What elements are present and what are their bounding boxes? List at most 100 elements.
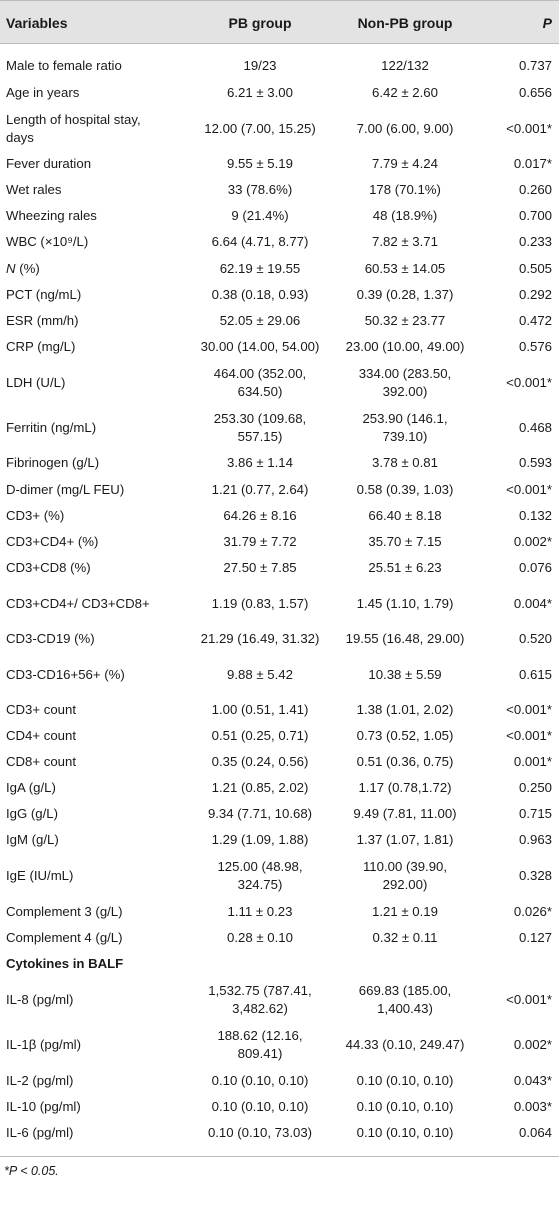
pb-group-cell-text: 62.19 ± 19.55 (219, 260, 301, 276)
p-value-cell-text: 0.002* (513, 534, 552, 549)
pb-group-cell-text: 6.64 (4.71, 8.77) (211, 234, 309, 249)
variable-cell-text: N (%) (6, 260, 40, 276)
p-value-cell: 0.737 (486, 53, 552, 79)
p-value-cell: 0.615 (486, 652, 552, 697)
non-pb-group-cell-text: 0.51 (0.36, 0.75) (356, 754, 454, 769)
non-pb-group-cell-text: 44.33 (0.10, 249.47) (345, 1037, 465, 1052)
non-pb-group-cell: 0.10 (0.10, 0.10) (325, 1120, 485, 1146)
non-pb-group-cell: 66.40 ± 8.18 (325, 503, 485, 529)
variable-cell: IL-10 (pg/ml) (6, 1094, 186, 1120)
variable-cell: Fever duration (6, 151, 186, 177)
p-value-cell-text: <0.001* (506, 481, 552, 497)
pb-group-cell: 0.28 ± 0.10 (190, 925, 330, 951)
non-pb-group-cell-text: 19.55 (16.48, 29.00) (345, 631, 465, 646)
pb-group-cell: 0.10 (0.10, 0.10) (190, 1094, 330, 1120)
pb-group-cell-text: 33 (78.6%) (227, 182, 293, 197)
non-pb-group-cell-text: 7.82 ± 3.71 (372, 234, 438, 249)
pb-group-cell-text: 125.00 (48.98, 324.75) (217, 858, 303, 892)
variable-cell-text: Complement 4 (g/L) (6, 930, 123, 945)
pb-group-cell: 464.00 (352.00, 634.50) (190, 360, 330, 405)
p-value-cell: 0.656 (486, 80, 552, 106)
table-row: LDH (U/L) 464.00 (352.00, 634.50) 334.00 (… (0, 360, 559, 405)
variable-cell-text: Age in years (6, 85, 80, 100)
p-value-cell-text: 0.576 (518, 339, 552, 354)
pb-group-cell-text: 52.05 ± 29.06 (219, 313, 301, 328)
variable-cell-text: D-dimer (mg/L FEU) (6, 481, 125, 497)
non-pb-group-cell: 334.00 (283.50, 392.00) (325, 360, 485, 405)
non-pb-group-cell-text: 1.45 (1.10, 1.79) (356, 595, 454, 611)
variable-cell: CRP (mg/L) (6, 334, 186, 360)
variable-cell-text: Male to female ratio (6, 58, 122, 73)
non-pb-group-cell-text: 0.39 (0.28, 1.37) (356, 287, 454, 302)
table-row: WBC (×10⁹/L) 6.64 (4.71, 8.77) 7.82 ± 3.71… (0, 229, 559, 255)
variable-cell: Wet rales (6, 177, 186, 203)
non-pb-group-cell-text: 669.83 (185.00, 1,400.43) (358, 982, 452, 1016)
header-variables: Variables (6, 15, 68, 31)
non-pb-group-cell-text: 25.51 ± 6.23 (368, 560, 442, 575)
table-row: IgA (g/L) 1.21 (0.85, 2.02) 1.17 (0.78,1.7… (0, 775, 559, 801)
p-value-cell: 0.026* (486, 898, 552, 925)
variable-cell-text: CD3+ (%) (6, 508, 65, 523)
pb-group-cell: 1.21 (0.77, 2.64) (190, 476, 330, 503)
table-row: Wheezing rales 9 (21.4%) 48 (18.9%) 0.700 (0, 203, 559, 229)
variable-cell: Complement 3 (g/L) (6, 898, 186, 925)
table-row: Male to female ratio 19/23 122/132 0.737 (0, 53, 559, 79)
p-value-cell: 0.001* (486, 749, 552, 775)
variable-cell-text: CD4+ count (6, 728, 77, 743)
table-row: D-dimer (mg/L FEU) 1.21 (0.77, 2.64) 0.58 … (0, 476, 559, 503)
table-row: CD8+ count 0.35 (0.24, 0.56) 0.51 (0.36, 0… (0, 749, 559, 775)
p-value-cell-text: 0.505 (518, 260, 552, 276)
non-pb-group-cell: 0.51 (0.36, 0.75) (325, 749, 485, 775)
variable-cell: Cytokines in BALF (6, 951, 186, 977)
p-value-cell: 0.292 (486, 282, 552, 308)
pb-group-cell-text: 1.11 ± 0.23 (227, 903, 293, 919)
variable-cell-text: CD8+ count (6, 754, 77, 769)
variable-cell: Fibrinogen (g/L) (6, 450, 186, 476)
variable-cell: IgM (g/L) (6, 827, 186, 853)
variable-cell-text: IgG (g/L) (6, 806, 59, 821)
pb-group-cell: 64.26 ± 8.16 (190, 503, 330, 529)
variable-cell: Wheezing rales (6, 203, 186, 229)
p-value-cell-text: 0.026* (513, 903, 552, 919)
pb-group-cell: 27.50 ± 7.85 (190, 555, 330, 581)
pb-group-cell: 188.62 (12.16, 809.41) (190, 1022, 330, 1068)
p-value-cell: 0.472 (486, 308, 552, 334)
non-pb-group-cell: 1.45 (1.10, 1.79) (325, 581, 485, 626)
variable-cell-text: CD3-CD16+56+ (%) (6, 666, 125, 682)
p-value-cell-text: 0.292 (518, 287, 552, 302)
p-value-cell-text: 0.468 (518, 419, 552, 435)
pb-group-cell-text: 6.21 ± 3.00 (227, 85, 293, 100)
p-value-cell: 0.260 (486, 177, 552, 203)
p-value-cell-text: 0.004* (513, 595, 552, 611)
variable-cell-text: CD3+CD4+ (%) (6, 534, 99, 549)
p-value-cell-text: 0.003* (513, 1099, 552, 1114)
non-pb-group-cell: 7.79 ± 4.24 (325, 151, 485, 177)
pb-group-cell: 1.29 (1.09, 1.88) (190, 827, 330, 853)
non-pb-group-cell-text: 35.70 ± 7.15 (368, 534, 442, 549)
variable-cell: CD3+CD4+ (%) (6, 529, 186, 555)
non-pb-group-cell: 1.21 ± 0.19 (325, 898, 485, 925)
non-pb-group-cell-text: 0.58 (0.39, 1.03) (356, 481, 454, 497)
pb-group-cell-text: 27.50 ± 7.85 (223, 560, 297, 575)
table-row: Ferritin (ng/mL) 253.30 (109.68, 557.15) 2… (0, 405, 559, 450)
variable-cell: CD3+CD4+/ CD3+CD8+ (6, 581, 186, 626)
variable-cell: ESR (mm/h) (6, 308, 186, 334)
variable-cell-text: ESR (mm/h) (6, 313, 79, 328)
non-pb-group-cell: 669.83 (185.00, 1,400.43) (325, 977, 485, 1022)
pb-group-cell-text: 464.00 (352.00, 634.50) (213, 365, 307, 399)
non-pb-group-cell: 0.39 (0.28, 1.37) (325, 282, 485, 308)
p-value-cell-text: 0.593 (518, 455, 552, 470)
pb-group-cell-text: 31.79 ± 7.72 (223, 534, 297, 549)
table-row: IL-8 (pg/ml) 1,532.75 (787.41, 3,482.62) 6… (0, 977, 559, 1022)
p-value-cell-text: 0.715 (518, 806, 552, 821)
table-row: Age in years 6.21 ± 3.00 6.42 ± 2.60 0.656 (0, 80, 559, 106)
variable-cell-text: IgM (g/L) (6, 832, 59, 847)
non-pb-group-cell-text: 1.37 (1.07, 1.81) (356, 832, 454, 847)
pb-group-cell-text: 0.28 ± 0.10 (227, 930, 293, 945)
variable-cell-text: IgA (g/L) (6, 780, 56, 795)
non-pb-group-cell: 10.38 ± 5.59 (325, 652, 485, 697)
table-row: CD3+CD4+ (%) 31.79 ± 7.72 35.70 ± 7.15 0.00… (0, 529, 559, 555)
non-pb-group-cell-text: 10.38 ± 5.59 (368, 666, 442, 682)
non-pb-group-cell: 1.37 (1.07, 1.81) (325, 827, 485, 853)
pb-group-cell: 1.11 ± 0.23 (190, 898, 330, 925)
